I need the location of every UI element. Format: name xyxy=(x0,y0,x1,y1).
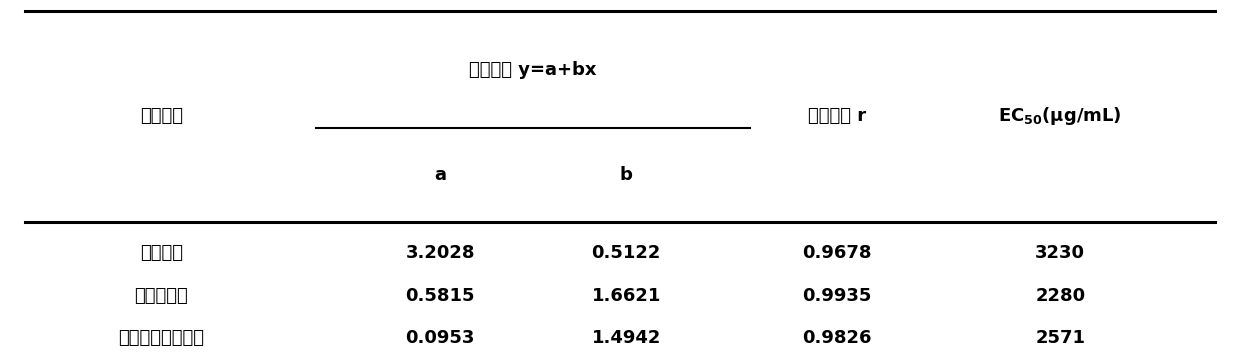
Text: b: b xyxy=(620,166,632,184)
Text: 0.0953: 0.0953 xyxy=(405,329,475,347)
Text: 1.4942: 1.4942 xyxy=(591,329,661,347)
Text: 悚嘴核苷类抗菌素: 悚嘴核苷类抗菌素 xyxy=(118,329,205,347)
Text: 中生菌素: 中生菌素 xyxy=(140,244,182,263)
Text: 3.2028: 3.2028 xyxy=(405,244,475,263)
Text: 2571: 2571 xyxy=(1035,329,1085,347)
Text: $\mathbf{EC_{50}}$$\mathbf{(\mu g/mL)}$: $\mathbf{EC_{50}}$$\mathbf{(\mu g/mL)}$ xyxy=(998,105,1122,127)
Text: 0.5815: 0.5815 xyxy=(405,287,475,305)
Text: 1.6621: 1.6621 xyxy=(591,287,661,305)
Text: 0.9935: 0.9935 xyxy=(802,287,872,305)
Text: 相关系数 r: 相关系数 r xyxy=(808,107,866,125)
Text: 0.9678: 0.9678 xyxy=(802,244,872,263)
Text: 3230: 3230 xyxy=(1035,244,1085,263)
Text: 0.9826: 0.9826 xyxy=(802,329,872,347)
Text: 2280: 2280 xyxy=(1035,287,1085,305)
Text: a: a xyxy=(434,166,446,184)
Text: 盐酸土霍素: 盐酸土霍素 xyxy=(134,287,188,305)
Text: 0.5122: 0.5122 xyxy=(591,244,661,263)
Text: 药剂处理: 药剂处理 xyxy=(140,107,182,125)
Text: 回归方程 y=a+bx: 回归方程 y=a+bx xyxy=(470,61,596,78)
